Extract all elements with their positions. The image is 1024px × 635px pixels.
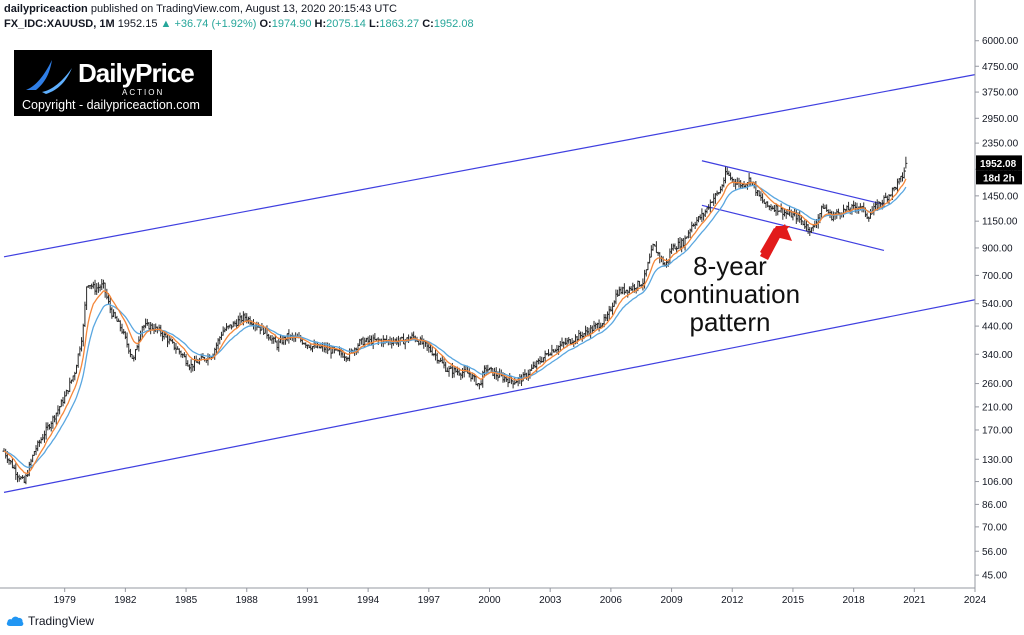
low-label: L:: [368, 18, 380, 30]
annotation-line-1: 8-year: [693, 251, 767, 281]
publish-info: dailypriceaction published on TradingVie…: [4, 2, 397, 16]
red-arrow-icon: [760, 224, 792, 260]
price-tick-label: 260.00: [982, 379, 1013, 390]
time-tick-label: 2003: [539, 595, 562, 606]
last-price-badge: [976, 155, 1022, 171]
price-tick-label: 440.00: [982, 322, 1013, 333]
upper-channel-line: [3, 74, 976, 258]
countdown-badge: [976, 170, 1022, 185]
tradingview-footer[interactable]: TradingView: [6, 613, 94, 629]
price-tick-label: 1150.00: [982, 217, 1018, 228]
price-tick-label: 2950.00: [982, 114, 1019, 125]
time-tick-label: 1982: [114, 595, 137, 606]
logo-copyright: Copyright - dailypriceaction.com: [22, 98, 200, 112]
time-tick-label: 1994: [357, 595, 380, 606]
time-tick-label: 2024: [964, 595, 987, 606]
tradingview-brand: TradingView: [28, 614, 95, 628]
price-tick-label: 900.00: [982, 243, 1013, 254]
logo-swoosh-icon: [26, 60, 72, 94]
price-tick-label: 70.00: [982, 522, 1007, 533]
ohlc-legend: FX_IDC:XAUUSD, 1M 1952.15 ▲ +36.74 (+1.9…: [4, 17, 474, 31]
time-tick-label: 2006: [600, 595, 623, 606]
arrow-shaft: [760, 228, 780, 256]
price-tick-label: 2350.00: [982, 139, 1019, 150]
lower-channel-line: [3, 299, 976, 493]
close-value: 1952.08: [433, 18, 474, 30]
price-tick-label: 700.00: [982, 271, 1013, 282]
price-tick-label: 106.00: [982, 477, 1013, 488]
current-price: 1952.15: [117, 18, 158, 30]
dailypriceaction-logo: DailyPrice ACTION Copyright - dailyprice…: [14, 50, 212, 116]
logo-wordmark: DailyPrice: [78, 58, 195, 88]
last-price-label: 1952.08: [980, 159, 1017, 170]
change-value: ▲ +36.74 (+1.92%): [160, 18, 257, 30]
pattern-upper-line: [701, 160, 885, 206]
time-tick-label: 2009: [660, 595, 683, 606]
chart-axes: 6000.004750.003750.002950.002350.001850.…: [0, 0, 1022, 606]
price-tick-label: 3750.00: [982, 88, 1019, 99]
low-value: 1863.27: [379, 18, 420, 30]
high-value: 2075.14: [326, 18, 366, 30]
time-tick-label: 1985: [175, 595, 198, 606]
time-tick-label: 2000: [478, 595, 501, 606]
logo-subtitle: ACTION: [122, 88, 165, 97]
time-tick-label: 2018: [843, 595, 866, 606]
chart-annotation: 8-year continuation pattern: [640, 252, 820, 336]
open-label: O:: [259, 18, 272, 30]
trendlines: [3, 74, 976, 493]
price-tick-label: 340.00: [982, 350, 1013, 361]
price-tick-label: 130.00: [982, 455, 1013, 466]
time-tick-label: 1997: [418, 595, 441, 606]
price-tick-label: 540.00: [982, 299, 1013, 310]
time-tick-label: 1979: [54, 595, 77, 606]
time-tick-label: 2012: [721, 595, 744, 606]
price-tick-label: 56.00: [982, 547, 1007, 558]
symbol-label[interactable]: FX_IDC:XAUUSD, 1M: [4, 18, 115, 30]
countdown-label: 18d 2h: [983, 173, 1015, 184]
time-tick-label: 1988: [236, 595, 259, 606]
price-tick-label: 45.00: [982, 571, 1007, 582]
annotation-line-2: continuation: [659, 279, 801, 309]
close-label: C:: [422, 18, 434, 30]
high-label: H:: [314, 18, 327, 30]
price-tick-label: 1450.00: [982, 191, 1019, 202]
time-tick-label: 1991: [296, 595, 319, 606]
time-tick-label: 2015: [782, 595, 805, 606]
author-name[interactable]: dailypriceaction: [4, 3, 88, 15]
price-tick-label: 170.00: [982, 425, 1013, 436]
fast-moving-average-line: [3, 178, 907, 475]
price-tick-label: 86.00: [982, 500, 1007, 511]
price-tick-label: 4750.00: [982, 62, 1019, 73]
publish-text: published on TradingView.com, August 13,…: [90, 3, 397, 15]
tradingview-cloud-icon: [6, 616, 24, 626]
price-tick-label: 6000.00: [982, 36, 1019, 47]
price-tick-label: 210.00: [982, 402, 1013, 413]
annotation-line-3: pattern: [689, 307, 771, 337]
moving-averages: [3, 178, 907, 475]
time-tick-label: 2021: [903, 595, 926, 606]
open-value: 1974.90: [271, 18, 312, 30]
pattern-lower-line: [701, 204, 885, 251]
